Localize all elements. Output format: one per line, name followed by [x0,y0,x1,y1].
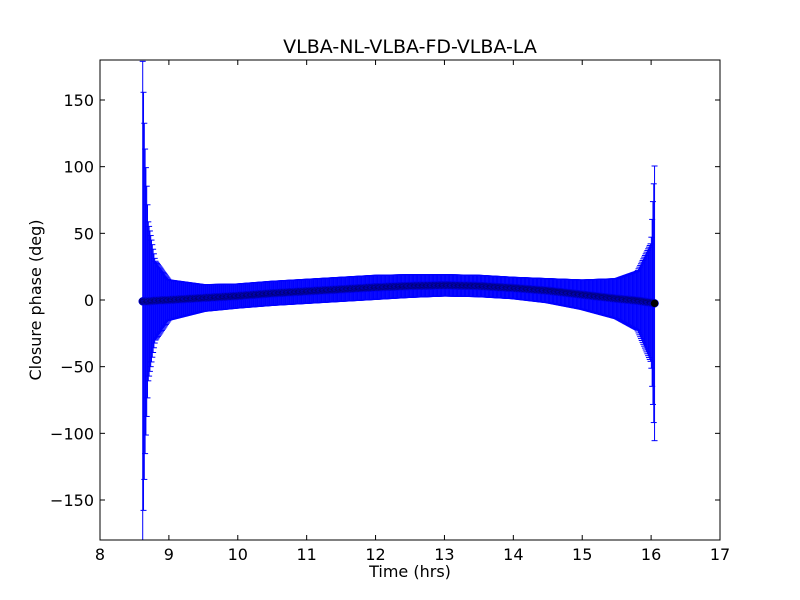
x-tick-label: 13 [434,545,454,564]
x-tick-label: 16 [641,545,661,564]
markers-group [138,281,659,308]
x-tick-label: 14 [503,545,523,564]
x-tick-label: 11 [296,545,316,564]
y-tick-label: 150 [63,91,94,110]
x-tick-label: 9 [164,545,174,564]
x-tick-label: 12 [365,545,385,564]
ticks-group: 8 9 10 11 12 13 14 15 16 17 −150 −100 −50 0 50 100 150 [50,60,730,564]
x-axis-label: Time (hrs) [368,562,451,581]
y-tick-label: 50 [74,224,94,243]
x-tick-label: 15 [572,545,592,564]
y-axis-label: Closure phase (deg) [26,219,45,380]
x-tick-label: 17 [710,545,730,564]
chart-title: VLBA-NL-VLBA-FD-VLBA-LA [283,36,537,58]
y-tick-label: 100 [63,158,94,177]
x-tick-label: 8 [95,545,105,564]
y-tick-label: −100 [50,424,94,443]
data-point [650,299,659,308]
y-tick-label: −150 [50,491,94,510]
x-tick-label: 10 [228,545,248,564]
y-tick-label: −50 [60,358,94,377]
y-tick-label: 0 [84,291,94,310]
